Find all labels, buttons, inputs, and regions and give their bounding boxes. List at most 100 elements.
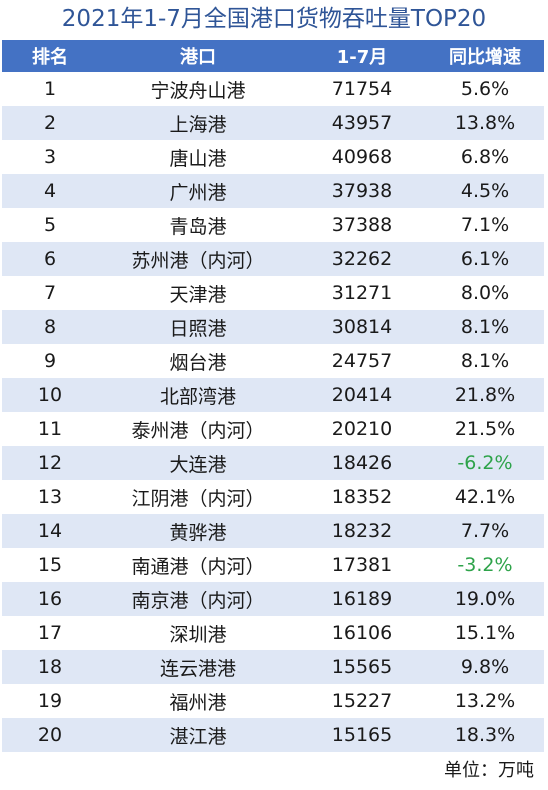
volume-cell: 32262 [298, 242, 426, 276]
growth-cell: 7.7% [426, 514, 544, 548]
table-row: 5 青岛港 37388 7.1% [2, 208, 544, 242]
rank-cell: 19 [2, 684, 98, 718]
growth-cell: 19.0% [426, 582, 544, 616]
port-cell: 天津港 [98, 276, 298, 310]
growth-cell: 8.1% [426, 310, 544, 344]
port-cell: 苏州港（内河） [98, 242, 298, 276]
port-cell: 宁波舟山港 [98, 72, 298, 106]
volume-cell: 16106 [298, 616, 426, 650]
table-row: 9 烟台港 24757 8.1% [2, 344, 544, 378]
rank-cell: 13 [2, 480, 98, 514]
rank-cell: 3 [2, 140, 98, 174]
port-cell: 黄骅港 [98, 514, 298, 548]
rank-cell: 5 [2, 208, 98, 242]
port-cell: 日照港 [98, 310, 298, 344]
rank-cell: 16 [2, 582, 98, 616]
volume-cell: 20210 [298, 412, 426, 446]
growth-cell: 42.1% [426, 480, 544, 514]
table-header-row: 排名 港口 1-7月 同比增速 [2, 40, 544, 72]
port-cell: 烟台港 [98, 344, 298, 378]
rank-cell: 6 [2, 242, 98, 276]
header-volume: 1-7月 [298, 40, 426, 72]
port-cell: 南京港（内河） [98, 582, 298, 616]
growth-cell: 6.8% [426, 140, 544, 174]
table-row: 6 苏州港（内河） 32262 6.1% [2, 242, 544, 276]
table-row: 4 广州港 37938 4.5% [2, 174, 544, 208]
rank-cell: 9 [2, 344, 98, 378]
volume-cell: 15227 [298, 684, 426, 718]
growth-cell: -3.2% [426, 548, 544, 582]
growth-cell: 7.1% [426, 208, 544, 242]
growth-cell: 13.8% [426, 106, 544, 140]
port-cell: 广州港 [98, 174, 298, 208]
rank-cell: 14 [2, 514, 98, 548]
volume-cell: 71754 [298, 72, 426, 106]
volume-cell: 18232 [298, 514, 426, 548]
table-row: 14 黄骅港 18232 7.7% [2, 514, 544, 548]
growth-cell: 18.3% [426, 718, 544, 752]
growth-cell: -6.2% [426, 446, 544, 480]
table-row: 17 深圳港 16106 15.1% [2, 616, 544, 650]
table-row: 16 南京港（内河） 16189 19.0% [2, 582, 544, 616]
rank-cell: 1 [2, 72, 98, 106]
growth-cell: 21.5% [426, 412, 544, 446]
volume-cell: 15565 [298, 650, 426, 684]
volume-cell: 37938 [298, 174, 426, 208]
header-growth: 同比增速 [426, 40, 544, 72]
growth-cell: 4.5% [426, 174, 544, 208]
rank-cell: 4 [2, 174, 98, 208]
page-title: 2021年1-7月全国港口货物吞吐量TOP20 [61, 6, 487, 32]
growth-cell: 13.2% [426, 684, 544, 718]
volume-cell: 31271 [298, 276, 426, 310]
port-cell: 唐山港 [98, 140, 298, 174]
port-cell: 泰州港（内河） [98, 412, 298, 446]
port-cell: 北部湾港 [98, 378, 298, 412]
table-row: 3 唐山港 40968 6.8% [2, 140, 544, 174]
volume-cell: 18426 [298, 446, 426, 480]
table-row: 2 上海港 43957 13.8% [2, 106, 544, 140]
table-row: 10 北部湾港 20414 21.8% [2, 378, 544, 412]
port-cell: 上海港 [98, 106, 298, 140]
volume-cell: 40968 [298, 140, 426, 174]
volume-cell: 16189 [298, 582, 426, 616]
unit-label: 单位：万吨 [444, 760, 534, 781]
header-rank: 排名 [2, 40, 98, 72]
growth-cell: 8.0% [426, 276, 544, 310]
volume-cell: 15165 [298, 718, 426, 752]
growth-cell: 6.1% [426, 242, 544, 276]
rank-cell: 7 [2, 276, 98, 310]
rank-cell: 18 [2, 650, 98, 684]
port-cell: 福州港 [98, 684, 298, 718]
growth-cell: 9.8% [426, 650, 544, 684]
volume-cell: 20414 [298, 378, 426, 412]
port-cell: 湛江港 [98, 718, 298, 752]
table-row: 19 福州港 15227 13.2% [2, 684, 544, 718]
table-row: 18 连云港港 15565 9.8% [2, 650, 544, 684]
port-cell: 江阴港（内河） [98, 480, 298, 514]
port-throughput-table: 排名 港口 1-7月 同比增速 1 宁波舟山港 71754 5.6% 2 上海港 43957… [2, 40, 544, 752]
table-row: 1 宁波舟山港 71754 5.6% [2, 72, 544, 106]
rank-cell: 8 [2, 310, 98, 344]
growth-cell: 5.6% [426, 72, 544, 106]
table-row: 7 天津港 31271 8.0% [2, 276, 544, 310]
port-cell: 大连港 [98, 446, 298, 480]
rank-cell: 11 [2, 412, 98, 446]
table-row: 8 日照港 30814 8.1% [2, 310, 544, 344]
rank-cell: 10 [2, 378, 98, 412]
volume-cell: 43957 [298, 106, 426, 140]
rank-cell: 15 [2, 548, 98, 582]
table-row: 12 大连港 18426 -6.2% [2, 446, 544, 480]
volume-cell: 37388 [298, 208, 426, 242]
volume-cell: 24757 [298, 344, 426, 378]
header-port: 港口 [98, 40, 298, 72]
table-row: 20 湛江港 15165 18.3% [2, 718, 544, 752]
growth-cell: 21.8% [426, 378, 544, 412]
table-row: 13 江阴港（内河） 18352 42.1% [2, 480, 544, 514]
rank-cell: 20 [2, 718, 98, 752]
rank-cell: 17 [2, 616, 98, 650]
growth-cell: 8.1% [426, 344, 544, 378]
growth-cell: 15.1% [426, 616, 544, 650]
port-cell: 南通港（内河） [98, 548, 298, 582]
volume-cell: 30814 [298, 310, 426, 344]
table-row: 15 南通港（内河） 17381 -3.2% [2, 548, 544, 582]
